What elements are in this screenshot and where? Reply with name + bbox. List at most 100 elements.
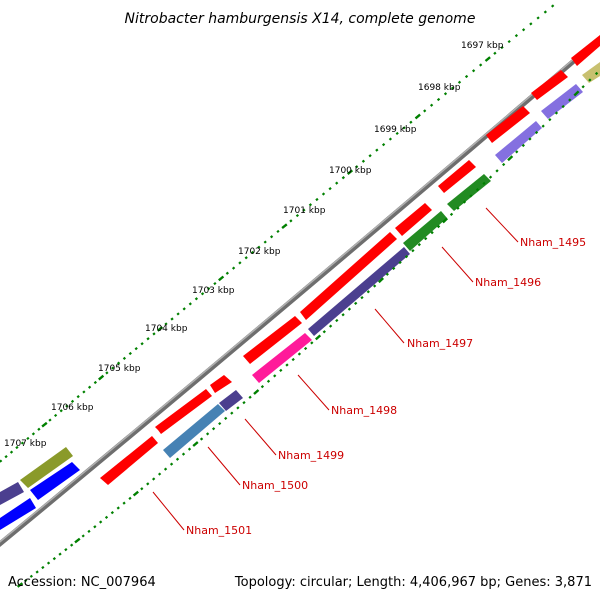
gene-feature[interactable] [243, 316, 302, 364]
tick-mark [87, 385, 92, 389]
tick-mark [521, 28, 526, 32]
tick-mark [41, 565, 45, 570]
tick-mark [550, 4, 555, 8]
tick-mark [392, 266, 396, 271]
gene-feature[interactable] [0, 482, 24, 505]
tick-mark [361, 159, 366, 163]
gene-feature[interactable] [486, 106, 530, 143]
tick-mark [15, 445, 19, 450]
tick-mark [164, 322, 168, 326]
tick-mark [116, 506, 120, 510]
tick-mark [281, 223, 288, 230]
gene-feature[interactable] [395, 203, 432, 236]
gene-feature[interactable] [531, 70, 568, 100]
tick-mark [450, 86, 455, 90]
reverse-strand-genes [0, 62, 600, 530]
gene-label-nham-1496[interactable]: Nham_1496 [475, 276, 541, 289]
gene-feature[interactable] [541, 84, 583, 119]
tick-mark [74, 537, 81, 544]
tick-mark [156, 326, 164, 332]
gene-feature[interactable] [163, 404, 225, 458]
tick-mark [297, 352, 302, 356]
tick-mark [52, 557, 56, 561]
gene-label-nham-1495[interactable]: Nham_1495 [520, 236, 586, 249]
tick-mark [328, 186, 332, 191]
tick-mark [588, 78, 592, 82]
tick-label-1698: 1698 kbp [418, 83, 461, 93]
gene-label-nham-1501[interactable]: Nham_1501 [186, 524, 252, 537]
tick-mark [409, 120, 413, 124]
tick-mark [104, 515, 109, 519]
gene-label-nham-1497[interactable]: Nham_1497 [407, 337, 473, 350]
tick-mark [9, 450, 14, 454]
genome-backbone [0, 35, 600, 548]
gene-feature[interactable] [582, 62, 600, 83]
gene-feature[interactable] [155, 389, 212, 434]
gene-feature[interactable] [571, 35, 600, 66]
tick-mark [236, 406, 240, 410]
tick-mark [64, 548, 68, 552]
tick-mark [529, 22, 533, 26]
tick-mark [515, 150, 519, 154]
tick-mark [146, 482, 150, 486]
gene-feature[interactable] [100, 436, 158, 485]
tick-mark [207, 287, 211, 291]
tick-mark [502, 162, 506, 167]
gene-label-nham-1498[interactable]: Nham_1498 [331, 404, 397, 417]
tick-mark [285, 363, 289, 367]
tick-mark [541, 124, 545, 128]
tick-mark [423, 109, 427, 113]
tick-label-1701: 1701 kbp [283, 206, 326, 216]
gene-label-nham-1499[interactable]: Nham_1499 [278, 449, 344, 462]
tick-mark [457, 80, 462, 84]
gene-label-lines [152, 207, 519, 531]
gene-feature[interactable] [403, 211, 447, 251]
tick-mark [528, 137, 532, 141]
gene-feature[interactable] [252, 333, 312, 383]
gene-feature[interactable] [219, 390, 243, 411]
tick-mark [224, 416, 228, 420]
tick-mark [105, 371, 109, 375]
tick-mark [110, 511, 114, 515]
tick-mark [443, 92, 448, 96]
tick-mark [335, 181, 339, 185]
gene-feature[interactable] [495, 121, 542, 163]
tick-mark [140, 487, 144, 491]
tick-mark [269, 235, 274, 239]
tick-mark [58, 552, 62, 556]
tick-mark [176, 312, 180, 316]
gene-feature[interactable] [0, 498, 36, 530]
tick-mark [456, 206, 460, 210]
gene-feature[interactable] [438, 160, 476, 193]
gene-feature[interactable] [447, 174, 491, 211]
tick-mark [475, 188, 480, 192]
tick-mark [464, 74, 469, 79]
gene-feature[interactable] [30, 462, 80, 500]
gene-feature[interactable] [20, 447, 73, 488]
gene-feature[interactable] [300, 232, 397, 320]
gene-feature[interactable] [308, 247, 410, 336]
tick-mark [194, 297, 199, 301]
tick-mark [417, 243, 421, 247]
tick-mark [404, 254, 409, 259]
tick-mark [514, 34, 519, 38]
tick-mark [151, 477, 156, 481]
tick-mark [368, 154, 372, 158]
tick-mark [449, 212, 454, 216]
tick-mark [482, 181, 486, 186]
gene-feature[interactable] [210, 375, 232, 393]
tick-mark [341, 176, 346, 180]
tick-mark [116, 361, 121, 365]
gene-label-nham-1500[interactable]: Nham_1500 [242, 479, 308, 492]
tick-mark [594, 71, 599, 76]
tick-mark [4, 454, 8, 459]
tick-mark [248, 395, 252, 399]
tick-mark [82, 390, 86, 394]
tick-mark [429, 103, 434, 107]
tick-mark [218, 421, 222, 426]
tick-mark [276, 229, 280, 234]
tick-label-1699: 1699 kbp [374, 125, 417, 135]
tick-mark [163, 467, 168, 471]
tick-mark [175, 457, 180, 461]
tick-mark [53, 413, 58, 418]
